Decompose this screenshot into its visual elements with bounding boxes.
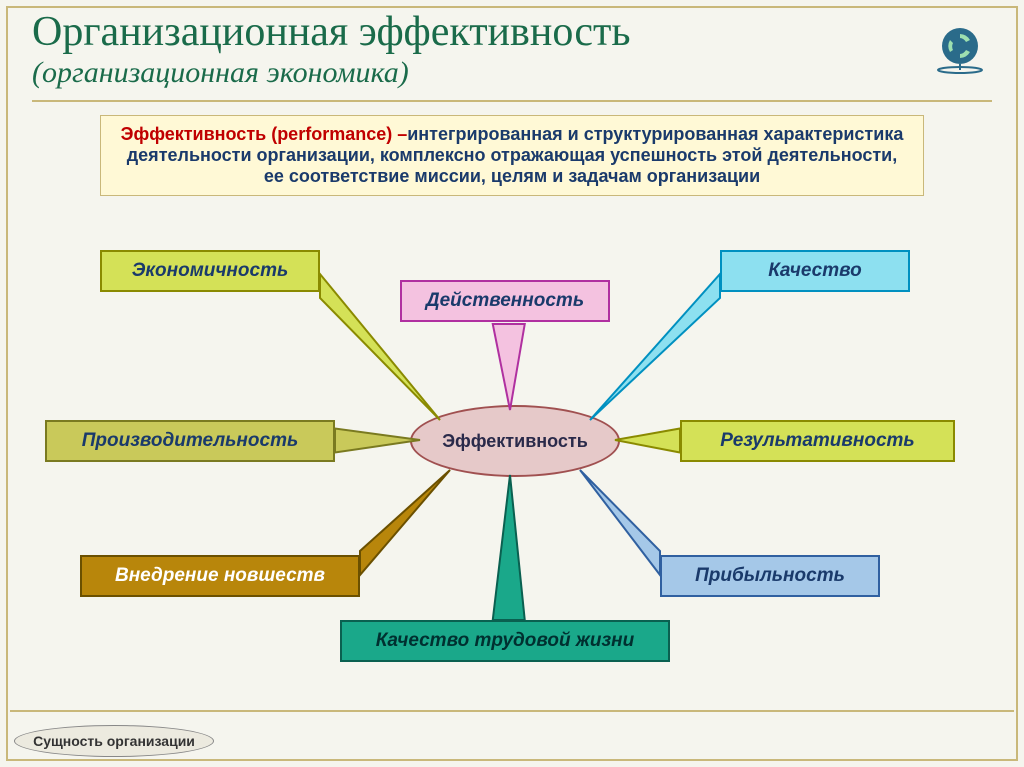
recycle-icon: [932, 24, 988, 80]
callout-box-effect: Действенность: [400, 280, 610, 322]
callout-econ: Экономичность: [100, 250, 320, 292]
definition-lead: Эффективность (performance) –: [121, 124, 408, 144]
definition-box: Эффективность (performance) –интегрирова…: [100, 115, 924, 196]
title-main: Организационная эффективность: [32, 8, 924, 56]
callout-box-econ: Экономичность: [100, 250, 320, 292]
callout-box-profit: Прибыльность: [660, 555, 880, 597]
callout-worklife: Качество трудовой жизни: [340, 620, 670, 662]
callout-profit: Прибыльность: [660, 555, 880, 597]
callout-innov: Внедрение новшеств: [80, 555, 360, 597]
callout-effect: Действенность: [400, 280, 610, 322]
callout-prod: Производительность: [45, 420, 335, 462]
callout-box-quality: Качество: [720, 250, 910, 292]
title-area: Организационная эффективность (организац…: [32, 8, 924, 90]
title-underline: [32, 100, 992, 102]
center-label: Эффективность: [442, 431, 588, 452]
essence-button-label: Сущность организации: [33, 733, 195, 749]
callout-box-prod: Производительность: [45, 420, 335, 462]
title-sub: (организационная экономика): [32, 56, 924, 90]
callout-box-result: Результативность: [680, 420, 955, 462]
callout-result: Результативность: [680, 420, 955, 462]
callout-quality: Качество: [720, 250, 910, 292]
center-node: Эффективность: [410, 405, 620, 477]
callout-box-innov: Внедрение новшеств: [80, 555, 360, 597]
callout-box-worklife: Качество трудовой жизни: [340, 620, 670, 662]
essence-button[interactable]: Сущность организации: [14, 725, 214, 757]
bottom-separator: [10, 710, 1014, 712]
